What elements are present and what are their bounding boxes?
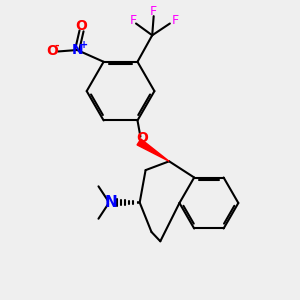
Text: O: O bbox=[136, 131, 148, 145]
Text: F: F bbox=[172, 14, 179, 27]
Text: N: N bbox=[104, 195, 117, 210]
Text: O: O bbox=[76, 19, 88, 33]
Text: O: O bbox=[46, 44, 58, 58]
Text: -: - bbox=[54, 41, 59, 51]
Polygon shape bbox=[137, 139, 169, 161]
Text: N: N bbox=[71, 43, 83, 57]
Text: +: + bbox=[80, 40, 88, 50]
Text: F: F bbox=[130, 14, 136, 27]
Text: F: F bbox=[150, 5, 157, 18]
